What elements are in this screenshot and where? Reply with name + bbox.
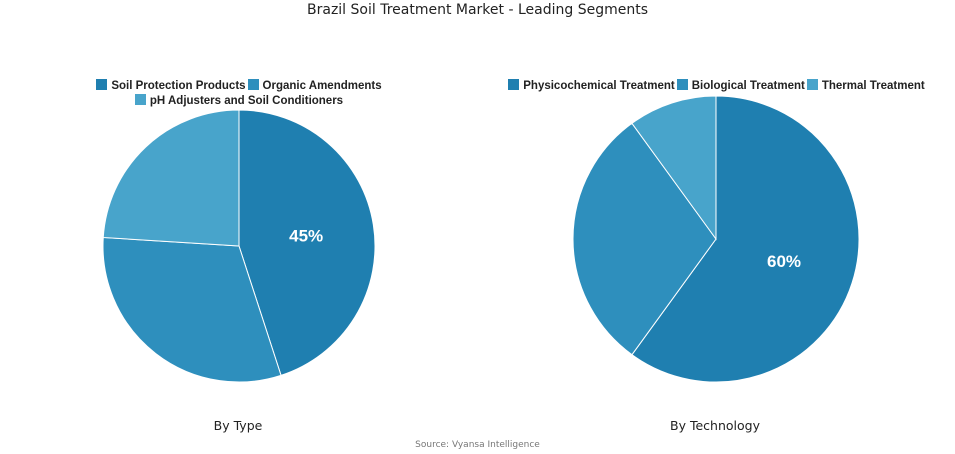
legend-label: Physicochemical Treatment [523,80,675,92]
legend-swatch [508,79,520,90]
legend-item: Soil Protection Products [96,79,246,94]
chart-subtitle-by-type: By Type [213,418,263,433]
pie-slice [102,109,240,247]
legend-swatch [96,79,108,90]
data-label: 60% [767,252,801,271]
legend-swatch [134,94,146,105]
legend-item: Physicochemical Treatment [508,79,675,94]
pie-slice [631,95,860,383]
pie-chart-by-type: Soil Protection Products Organic Amendmen… [0,70,478,383]
legend: Physicochemical Treatment Biological Trea… [478,79,955,94]
legend-label: Biological Treatment [691,80,805,92]
legend-item: Biological Treatment [676,79,805,94]
pie-slice [102,236,282,383]
page-title: Brazil Soil Treatment Market - Leading S… [307,2,648,18]
legend-item: Thermal Treatment [806,79,925,94]
source-note: Source: Vyansa Intelligence [415,440,540,450]
legend-label: Thermal Treatment [821,80,925,92]
legend-label: Soil Protection Products [111,80,246,92]
legend-swatch [806,79,818,90]
legend-item: pH Adjusters and Soil Conditioners [134,94,344,109]
pie-slice [238,109,376,376]
legend-item: Organic Amendments [247,79,382,94]
legend-swatch [676,79,688,90]
legend-label: Organic Amendments [262,80,382,92]
pie-svg: 60% [572,95,860,383]
pie-slice [572,122,717,356]
chart-subtitle-by-technology: By Technology [670,418,760,433]
legend-label: pH Adjusters and Soil Conditioners [149,95,344,107]
pie-chart-by-technology: Physicochemical Treatment Biological Trea… [478,70,955,383]
pie-slice [631,95,717,241]
legend: Soil Protection Products Organic Amendmen… [0,79,478,109]
legend-swatch [247,79,259,90]
pie-svg: 45% [102,109,376,383]
data-label: 45% [289,226,323,245]
